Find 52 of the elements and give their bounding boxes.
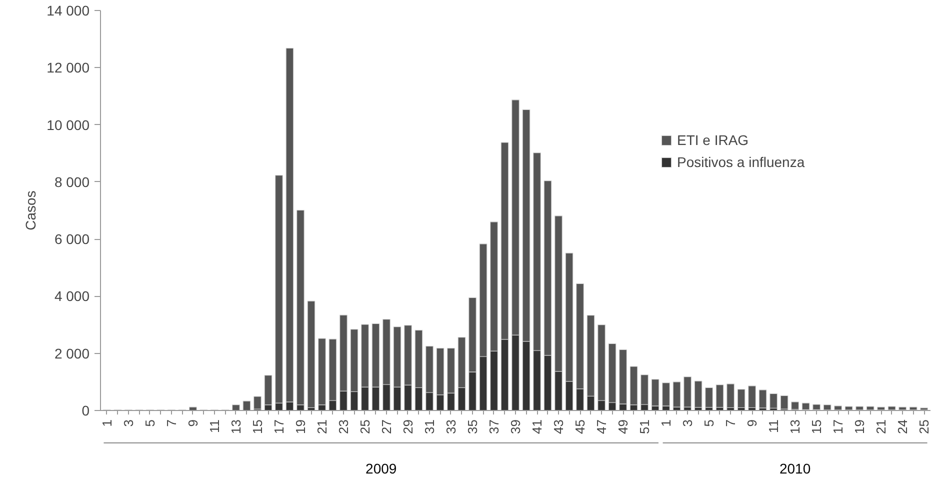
x-tick-label: 24: [895, 419, 910, 434]
y-tick-label: 4 000: [54, 288, 90, 304]
x-tick-label: 13: [788, 419, 803, 434]
x-tick-label: 1: [99, 419, 114, 427]
x-tick-label: 5: [142, 419, 158, 427]
x-tick-label: 19: [292, 419, 308, 434]
x-tick-label: 39: [508, 419, 523, 434]
y-tick-label: 8 000: [54, 174, 90, 190]
x-tick-label: 27: [378, 419, 394, 434]
x-tick-label: 3: [120, 419, 136, 427]
y-tick-label: 12 000: [46, 60, 90, 76]
x-tick-label: 21: [874, 419, 889, 434]
x-tick-label: 1: [658, 419, 674, 427]
text: 2010: [779, 460, 811, 477]
y-tick-label: 6 000: [54, 231, 90, 248]
x-tick-label: 17: [271, 419, 286, 434]
x-tick-label: 37: [486, 419, 502, 434]
x-tick-label: 47: [594, 419, 610, 434]
x-tick-label: 33: [443, 419, 458, 434]
x-tick-label: 11: [206, 419, 222, 433]
x-tick-label: 5: [702, 419, 717, 427]
x-tick-label: 31: [422, 419, 437, 434]
x-tick-label: 43: [551, 419, 566, 434]
x-tick-label: 51: [637, 419, 652, 434]
x-tick-label: 13: [228, 419, 244, 434]
y-tick-label: 10 000: [46, 116, 90, 133]
x-tick-label: 23: [336, 419, 351, 434]
x-tick-label: 15: [809, 419, 824, 434]
x-tick-label: 29: [400, 419, 416, 434]
y-tick-label: 2 000: [54, 345, 90, 362]
x-tick-label: 41: [530, 419, 545, 434]
x-tick-label: 11: [766, 419, 782, 433]
text: 2009: [366, 460, 397, 477]
y-axis-title: Casos: [22, 190, 39, 230]
x-tick-label: 9: [185, 419, 200, 427]
x-tick-label: 3: [680, 419, 696, 427]
x-tick-label: 25: [357, 419, 372, 434]
legend-label: ETI e IRAG: [677, 132, 749, 148]
x-tick-label: 7: [164, 419, 179, 427]
x-tick-label: 49: [616, 419, 631, 434]
x-tick-label: 25: [916, 419, 932, 434]
x-tick-label: 45: [572, 419, 588, 434]
x-tick-label: 21: [314, 419, 330, 434]
x-tick-label: 7: [723, 419, 738, 427]
legend-label: Positivos a influenza: [677, 154, 805, 170]
x-tick-label: 9: [744, 419, 760, 427]
x-tick-label: 17: [830, 419, 846, 434]
y-tick-label: 14 000: [46, 2, 90, 18]
x-tick-label: 35: [464, 419, 480, 434]
x-tick-label: 19: [852, 419, 868, 434]
y-tick-label: 0: [82, 402, 90, 418]
x-tick-label: 15: [250, 419, 265, 434]
